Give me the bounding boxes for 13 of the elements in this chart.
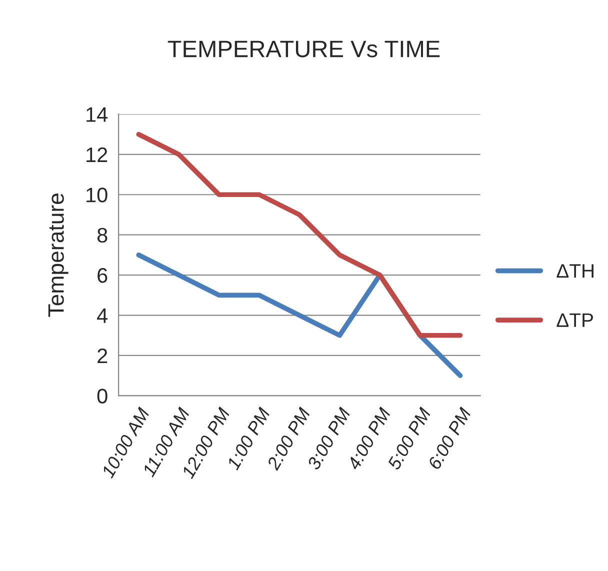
line-series (136, 132, 463, 338)
y-tick-label: 12 (86, 147, 108, 162)
chart-title: TEMPERATURE Vs TIME (168, 40, 440, 58)
y-tick-label: 4 (97, 308, 108, 323)
y-tick-label: 14 (86, 107, 108, 122)
legend-label: ΔTP (556, 313, 593, 327)
y-tick-label: 2 (98, 348, 108, 364)
y-axis-title: Temperature (48, 194, 68, 317)
y-tick-label: 0 (97, 388, 108, 404)
y-tick-label: 8 (97, 228, 108, 243)
legend-label: ΔTH (556, 264, 594, 278)
y-tick-label: 6 (98, 268, 108, 283)
y-tick-label: 10 (86, 188, 108, 202)
